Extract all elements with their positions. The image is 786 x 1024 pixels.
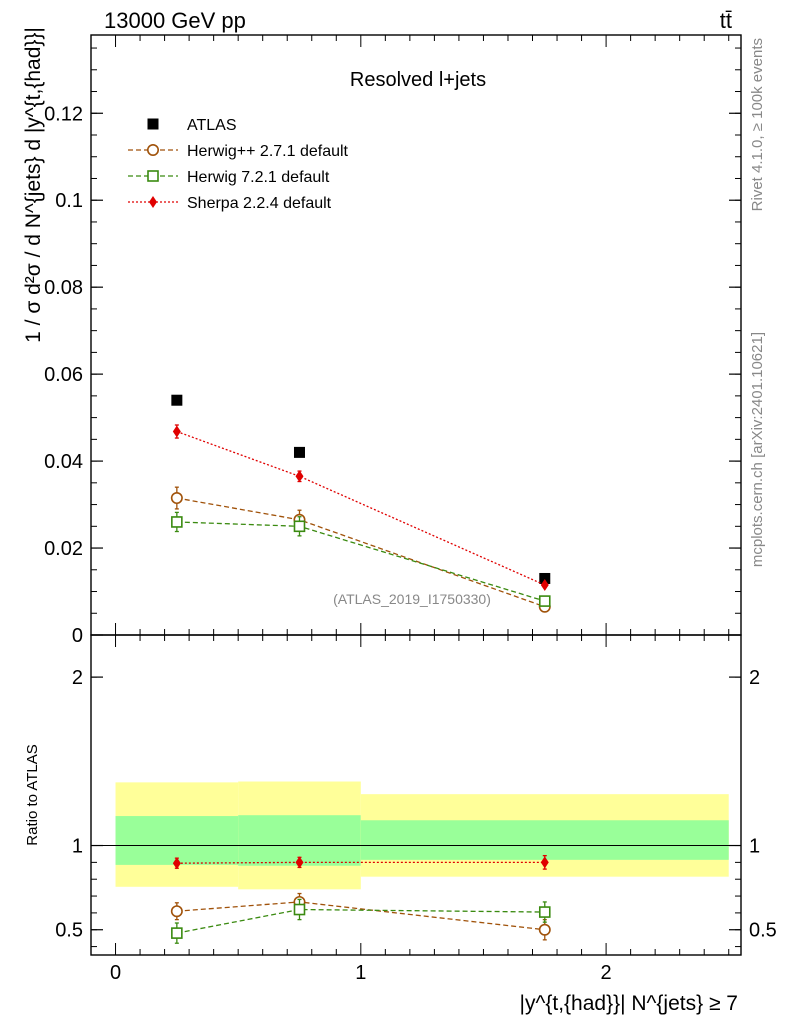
y-tick-label: 0.08 [44,277,83,299]
sherpa-2-2-4-default-point [172,857,181,870]
atlas-point [171,394,183,406]
legend-herwig-7-2-1-default-label: Herwig 7.2.1 default [187,169,330,186]
herwig-2-7-1-default-point [170,492,183,505]
x-tick-label: 1 [355,962,366,984]
herwig-7-2-1-default-line [176,521,545,602]
legend-sherpa-2-2-4-default-marker [149,196,157,208]
y-tick-label: 2 [72,667,83,689]
sherpa-2-2-4-default-point [172,425,181,438]
legend-herwig-7-2-1-default-marker [147,170,159,182]
uncertainty-band-inner [360,820,729,860]
herwig-7-2-1-default-point [538,595,551,607]
ratio-plot-area [91,781,741,944]
x-tick-label: 2 [601,962,612,984]
uncertainty-band-inner [115,816,239,865]
herwig-7-2-1-default-point [538,906,551,918]
herwig-7-2-1-default-point [293,520,306,533]
main-panel: 0 0.02 0.04 0.06 0.08 0.1 0.12 Resolved l+jets… [22,27,742,647]
main-y-axis-label: 1 / σ d²σ / d N^{jets} d |y^{t,{had}}| [22,27,45,343]
y-tick-label: 0.06 [44,364,83,386]
legend-atlas-marker [147,118,159,130]
herwig-7-2-1-default-point [171,927,183,939]
legend-herwig-2-7-1-default-label: Herwig++ 2.7.1 default [187,143,349,160]
ratio-y-axis-label: Ratio to ATLAS [24,744,41,845]
y-tick-label: 0.02 [44,538,83,560]
analysis-id-label: (ATLAS_2019_I1750330) [333,591,491,607]
y-tick-label-right: 2 [749,667,760,689]
herwig-2-7-1-default-point [170,905,183,918]
x-axis-label: |y^{t,{had}}| N^{jets} ≥ 7 [520,992,738,1015]
x-tick-label: 0 [110,962,121,984]
y-tick-label: 0.04 [44,451,83,473]
sherpa-2-2-4-default-line [176,861,545,864]
main-plot-area [170,394,551,613]
atlas-point [539,572,551,584]
y-tick-label: 0 [72,625,83,647]
process-label: tt̄ [720,8,732,33]
atlas-point [293,446,305,458]
sherpa-2-2-4-default-point [540,579,549,591]
main-axis-ticks: 0 0.02 0.04 0.06 0.08 0.1 0.12 [44,35,741,647]
y-tick-label: 0.5 [55,920,83,942]
legend-sherpa-2-2-4-default-label: Sherpa 2.2.4 default [187,195,332,212]
y-tick-label: 0.1 [55,190,83,212]
herwig-7-2-1-default-point [171,516,183,528]
ratio-axis-ticks: 0.5 0.5 1 1 2 2 0 1 2 [55,635,777,984]
y-tick-label: 0.12 [44,103,83,125]
sherpa-2-2-4-default-line [176,430,546,586]
energy-label: 13000 GeV pp [104,8,246,33]
y-tick-label-right: 0.5 [749,920,777,942]
legend: ATLAS Herwig++ 2.7.1 default Herwig 7.2.1 … [128,117,349,212]
ratio-frame [90,634,742,956]
ratio-panel: 0.5 0.5 1 1 2 2 0 1 2 Ratio to ATLAS |y^{t,{had}… [24,634,777,1015]
legend-atlas-label: ATLAS [187,117,237,134]
herwig-2-7-1-default-line [176,901,545,931]
plot-title: Resolved l+jets [350,69,486,91]
sherpa-2-2-4-default-point [295,470,304,483]
sherpa-2-2-4-default-point [295,856,304,869]
herwig-2-7-1-default-point [538,923,551,936]
herwig-7-2-1-default-point [293,903,306,916]
rivet-version-label: Rivet 4.1.0, ≥ 100k events [749,38,766,211]
y-tick-label-right: 1 [749,836,760,858]
y-tick-label: 1 [72,836,83,858]
legend-herwig-2-7-1-default-marker [147,144,160,157]
herwig-7-2-1-default-line [176,908,545,934]
sherpa-2-2-4-default-point [540,856,549,869]
mcplots-reference-label: mcplots.cern.ch [arXiv:2401.10621] [749,332,766,567]
